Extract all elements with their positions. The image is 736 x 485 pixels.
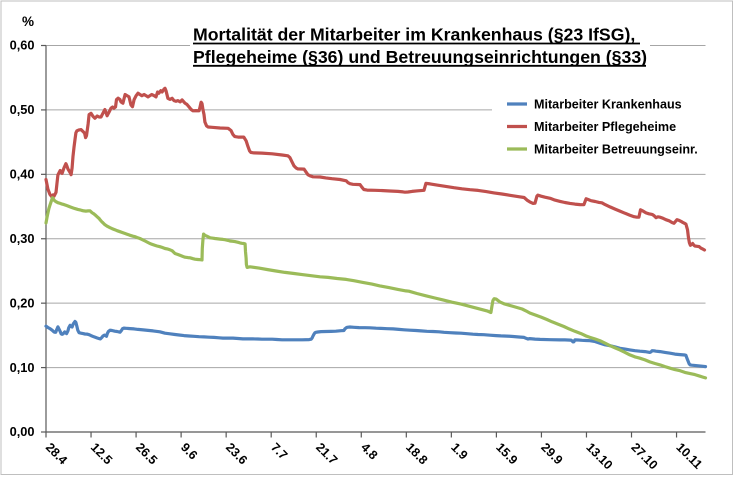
title-box bbox=[190, 12, 650, 80]
y-tick-label: 0,30 bbox=[10, 231, 35, 246]
y-axis-unit-label: % bbox=[22, 14, 34, 29]
series-line-1 bbox=[44, 319, 708, 369]
legend-label-1: Mitarbeiter Krankenhaus bbox=[534, 98, 682, 112]
legend-label-3: Mitarbeiter Betreuungseinr. bbox=[534, 143, 698, 157]
chart-title-line2: Pflegeheime (§36) und Betreuungseinricht… bbox=[193, 47, 647, 67]
y-tick-label: 0,10 bbox=[10, 360, 35, 375]
y-tick-label: 0,20 bbox=[10, 295, 35, 310]
y-tick-label: 0,00 bbox=[10, 424, 35, 439]
series-line-3 bbox=[44, 196, 708, 380]
series-line-2 bbox=[44, 86, 707, 252]
y-tick-label: 0,40 bbox=[10, 167, 35, 182]
legend-label-2: Mitarbeiter Pflegeheime bbox=[534, 120, 676, 134]
y-tick-label: 0,50 bbox=[10, 102, 35, 117]
chart-title-line1: Mortalität der Mitarbeiter im Krankenhau… bbox=[193, 25, 635, 45]
legend-box bbox=[492, 93, 706, 161]
chart-outer-border bbox=[0, 0, 733, 475]
y-tick-label: 0,60 bbox=[10, 38, 35, 53]
